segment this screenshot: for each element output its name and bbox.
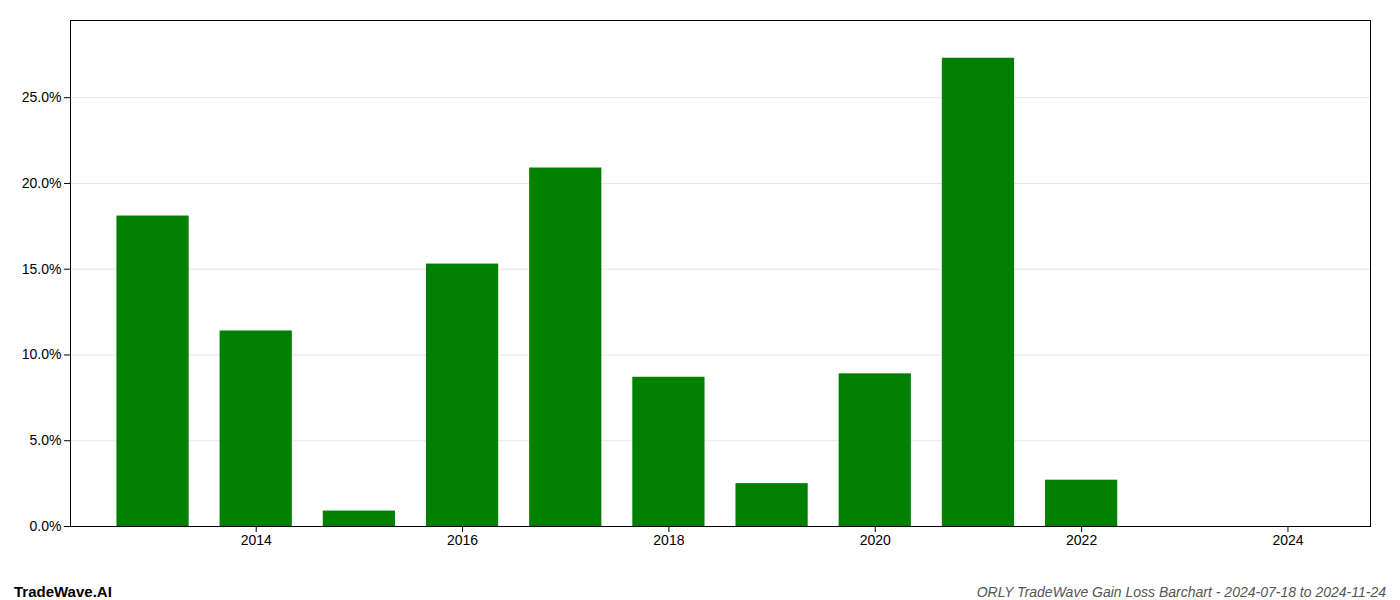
svg-text:2020: 2020	[860, 532, 891, 548]
svg-text:5.0%: 5.0%	[30, 432, 62, 448]
html-text:TradeWave.AI: TradeWave.AI	[14, 583, 112, 600]
svg-text:2024: 2024	[1272, 532, 1303, 548]
svg-text:2014: 2014	[241, 532, 272, 548]
svg-text:2022: 2022	[1066, 532, 1097, 548]
svg-text:25.0%: 25.0%	[22, 89, 62, 105]
svg-text:2016: 2016	[447, 532, 478, 548]
svg-text:10.0%: 10.0%	[22, 346, 62, 362]
svg-text:0.0%: 0.0%	[30, 518, 62, 534]
svg-text:15.0%: 15.0%	[22, 261, 62, 277]
html-text:ORLY TradeWave Gain Loss Barch: ORLY TradeWave Gain Loss Barchart - 2024…	[976, 584, 1386, 600]
svg-text:2018: 2018	[653, 532, 684, 548]
svg-text:20.0%: 20.0%	[22, 175, 62, 191]
